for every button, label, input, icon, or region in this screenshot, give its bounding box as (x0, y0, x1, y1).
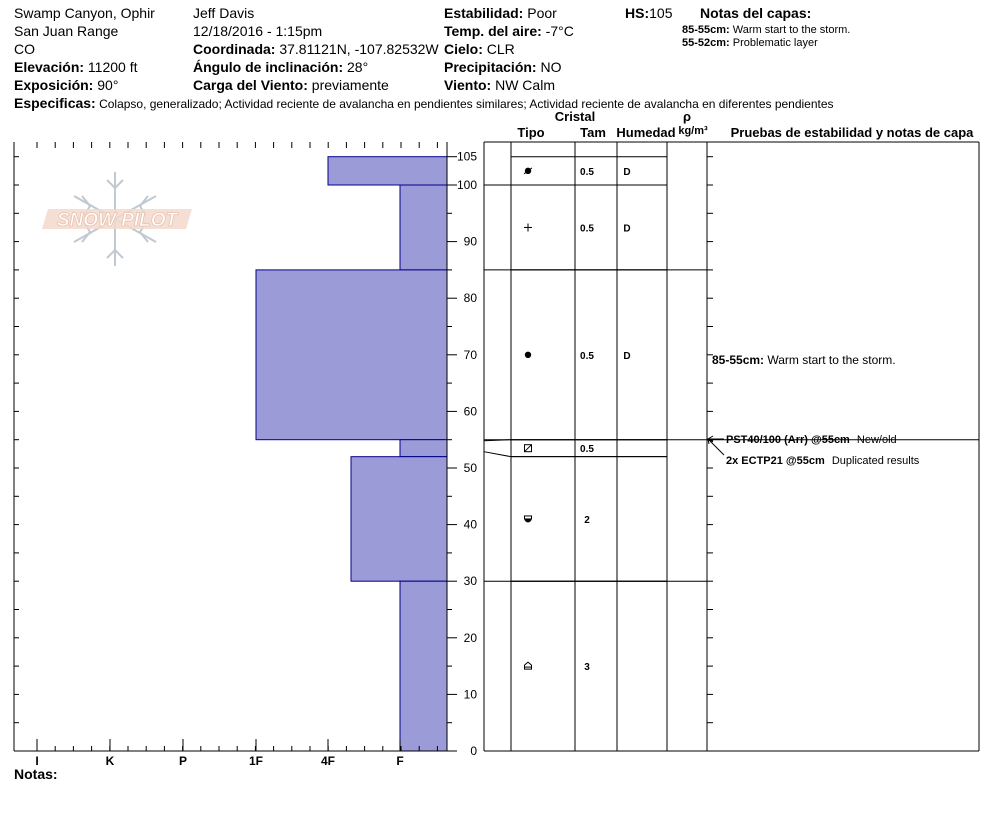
sky: Cielo: CLR (444, 41, 515, 57)
hardness-bar (255, 269, 448, 441)
depth-tick-label: 20 (464, 631, 478, 645)
moisture-value: D (623, 223, 630, 234)
crystal-size: 3 (584, 662, 590, 673)
crystal-square (524, 444, 532, 453)
hardness-label: F (396, 754, 403, 768)
depth-tick-label: 40 (464, 518, 478, 532)
fcxr-icon (524, 515, 532, 523)
depth-tick-label: 10 (464, 687, 478, 701)
crystal-dot (524, 351, 532, 358)
layer-comment: 85-55cm: Warm start to the storm. (712, 353, 896, 367)
depth-tick-label: 105 (457, 150, 477, 164)
crystal-size: 0.5 (580, 167, 594, 178)
hardness-bar (399, 580, 448, 752)
fc-icon (524, 444, 532, 453)
depth-tick-label: 100 (457, 178, 477, 192)
stability-test: 2x ECTP21 @55cm Duplicated results (726, 455, 920, 467)
col-header-tests: Pruebas de estabilidad y notas de capa (731, 125, 975, 140)
elevation: Elevación: 11200 ft (14, 59, 138, 75)
depth-tick-label: 0 (470, 744, 477, 758)
wind-load: Carga del Viento: previamente (193, 77, 389, 93)
slope-angle: Ángulo de inclinación: 28° (193, 59, 369, 75)
observer: Jeff Davis (193, 5, 255, 21)
pp-icon (524, 223, 532, 232)
col-header-rho: ρ (683, 109, 691, 124)
crystal-size: 0.5 (580, 444, 594, 455)
hardness-label: P (179, 754, 187, 768)
dh-icon (524, 661, 532, 670)
layer-note: 55-52cm: Problematic layer (682, 37, 818, 49)
logo-text: SNOW PILOT (57, 210, 179, 231)
range: San Juan Range (14, 23, 119, 39)
notes-label: Notas: (14, 766, 58, 782)
layer-note: 85-55cm: Warm start to the storm. (682, 24, 851, 36)
col-header-cristal: Cristal (555, 109, 595, 124)
coordinates: Coordinada: 37.81121N, -107.82532W (193, 41, 439, 57)
wind: Viento: NW Calm (444, 77, 555, 93)
depth-tick-label: 80 (464, 291, 478, 305)
snow-height: HS:105 (625, 5, 673, 21)
precipitation: Precipitación: NO (444, 59, 562, 75)
crystal-half (524, 518, 532, 523)
location: Swamp Canyon, Ophir (14, 5, 155, 21)
hardness-label: 1F (249, 754, 263, 768)
hardness-bar (399, 439, 448, 458)
state: CO (14, 41, 35, 57)
depth-tick-label: 60 (464, 404, 478, 418)
snowpilot-logo: SNOW PILOT (42, 172, 192, 266)
crystal-stroke (524, 444, 532, 453)
hardness-label: K (106, 754, 115, 768)
col-header-density-unit: kg/m³ (678, 125, 708, 137)
depth-tick-label: 90 (464, 235, 478, 249)
air-temp: Temp. del aire: -7°C (444, 23, 574, 39)
col-header-tipo: Tipo (517, 125, 544, 140)
stability: Estabilidad: Poor (444, 5, 557, 21)
crystal-stroke (523, 167, 533, 175)
depth-tick-label: 70 (464, 348, 478, 362)
hardness-label: I (35, 754, 38, 768)
hardness-label: 4F (321, 754, 335, 768)
crystal-size: 0.5 (580, 223, 594, 234)
rg-icon (524, 351, 532, 358)
ppgp-icon (523, 167, 533, 175)
crystal-size: 0.5 (580, 351, 594, 362)
aspect: Exposición: 90° (14, 77, 119, 93)
depth-tick-label: 30 (464, 574, 478, 588)
depth-tick-label: 50 (464, 461, 478, 475)
col-header-humedad: Humedad (616, 125, 675, 140)
moisture-value: D (623, 167, 630, 178)
stability-test: PST40/100 (Arr) @55cm New/old (726, 434, 897, 446)
hardness-bars (255, 156, 448, 752)
crystal-size: 2 (584, 515, 590, 526)
layer-connector (483, 451, 512, 458)
hardness-bar (327, 156, 448, 186)
moisture-value: D (623, 351, 630, 362)
layer-connector (483, 439, 512, 442)
specifics: Especificas: Colapso, generalizado; Acti… (14, 95, 834, 111)
col-header-tam: Tam (580, 125, 606, 140)
crystal-shape (524, 661, 532, 670)
hardness-bar (350, 456, 448, 582)
stability-test-arrow (707, 435, 725, 456)
hardness-bar (399, 184, 448, 271)
layer-notes-title: Notas del capas: (700, 5, 812, 21)
datetime: 12/18/2016 - 1:15pm (193, 23, 323, 39)
crystal-square (524, 515, 532, 520)
